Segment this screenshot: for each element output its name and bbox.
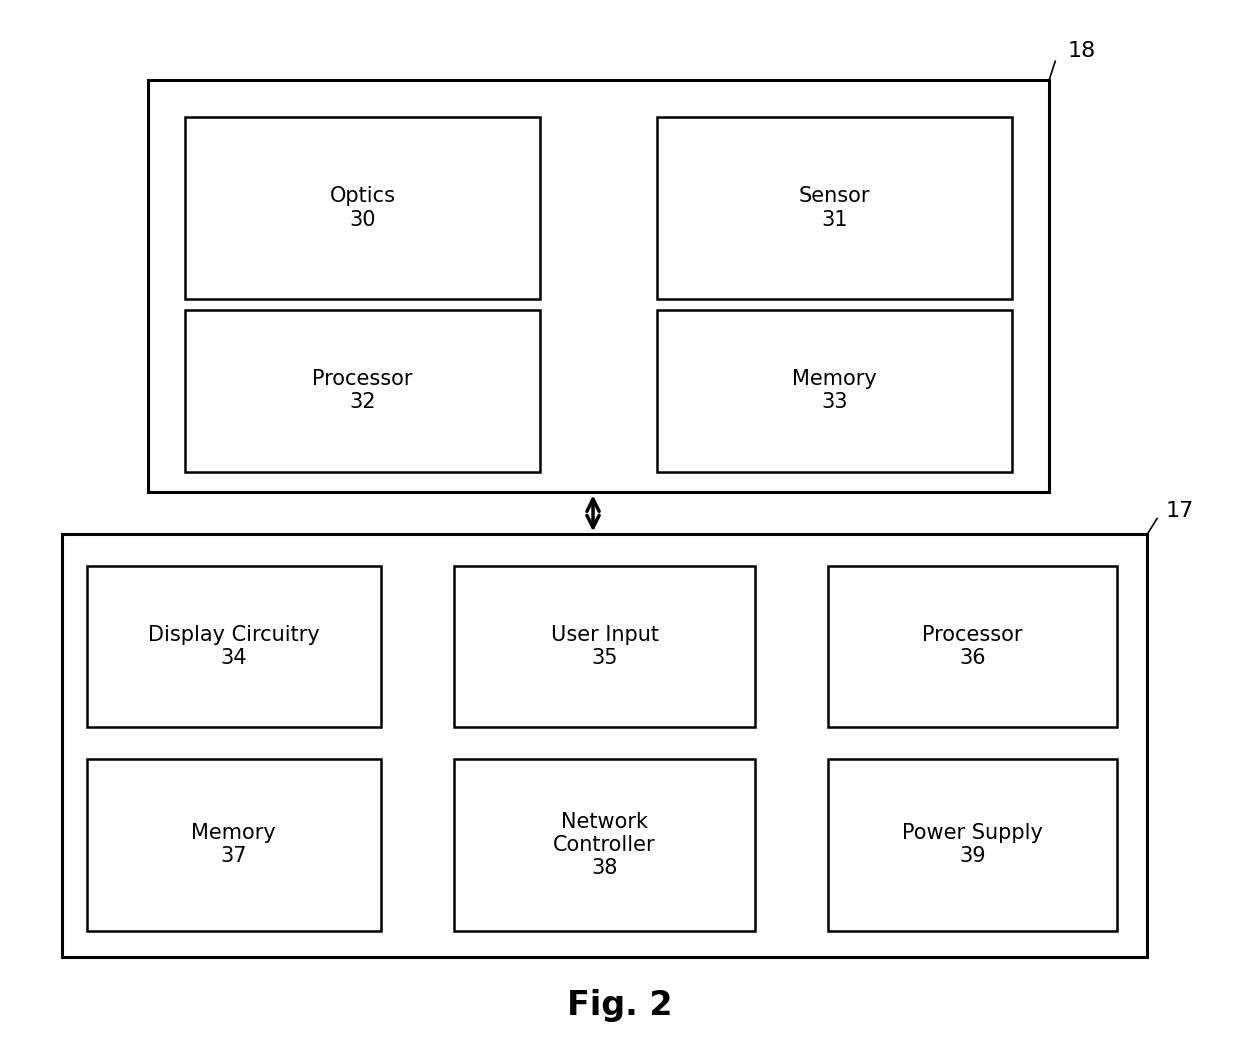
Text: Processor
36: Processor 36 [923,625,1023,668]
Text: User Input
35: User Input 35 [551,625,658,668]
Text: Sensor
31: Sensor 31 [799,186,870,230]
Text: Power Supply
39: Power Supply 39 [901,823,1043,867]
Bar [455,566,755,728]
Bar [87,759,381,931]
Bar [62,534,1147,957]
Bar [657,310,1012,472]
Bar [828,566,1116,728]
Text: Memory
37: Memory 37 [191,823,277,867]
Bar [185,310,541,472]
Text: Memory
33: Memory 33 [792,369,877,413]
Text: Display Circuitry
34: Display Circuitry 34 [148,625,320,668]
Bar [148,80,1049,492]
Bar [455,759,755,931]
Text: 17: 17 [1166,501,1194,522]
Text: Optics
30: Optics 30 [330,186,396,230]
Bar [185,116,541,299]
Bar [828,759,1116,931]
Text: 18: 18 [1068,41,1096,60]
Bar [657,116,1012,299]
Text: Network
Controller
38: Network Controller 38 [553,811,656,878]
Bar [87,566,381,728]
Text: Fig. 2: Fig. 2 [567,989,673,1022]
Text: Processor
32: Processor 32 [312,369,413,413]
